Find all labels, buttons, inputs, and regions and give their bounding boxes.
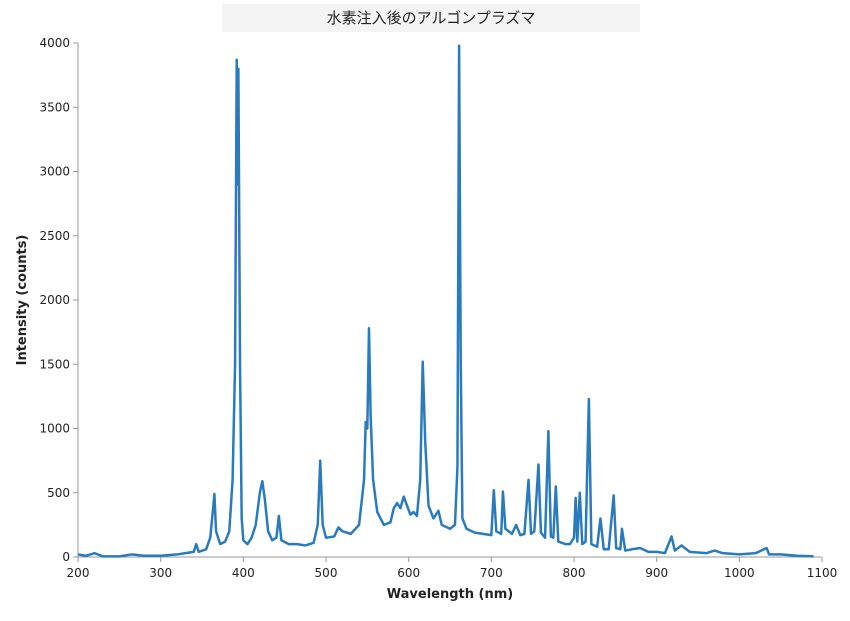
x-tick-label: 200 (67, 566, 90, 580)
x-tick-label: 1100 (807, 566, 838, 580)
chart-title: 水素注入後のアルゴンプラズマ (327, 9, 536, 27)
x-axis-label: Wavelength (nm) (387, 587, 513, 602)
y-tick-label: 4000 (39, 36, 70, 50)
x-tick-label: 800 (563, 566, 586, 580)
y-tick-label: 2500 (39, 229, 70, 243)
y-tick-label: 3000 (39, 165, 70, 179)
x-tick-label: 400 (232, 566, 255, 580)
spectrum-line (77, 44, 814, 558)
x-tick-label: 600 (397, 566, 420, 580)
y-tick-label: 1500 (39, 357, 70, 371)
x-tick-label: 1000 (724, 566, 755, 580)
y-tick-label: 500 (47, 486, 70, 500)
y-tick-label: 2000 (39, 293, 70, 307)
x-tick-label: 700 (480, 566, 503, 580)
y-tick-label: 3500 (39, 100, 70, 114)
x-tick-label: 900 (645, 566, 668, 580)
y-tick-label: 0 (62, 550, 70, 564)
x-tick-label: 300 (149, 566, 172, 580)
title-box (222, 4, 640, 32)
x-tick-label: 500 (315, 566, 338, 580)
y-axis-label: Intensity (counts) (15, 235, 30, 366)
y-tick-label: 1000 (39, 422, 70, 436)
